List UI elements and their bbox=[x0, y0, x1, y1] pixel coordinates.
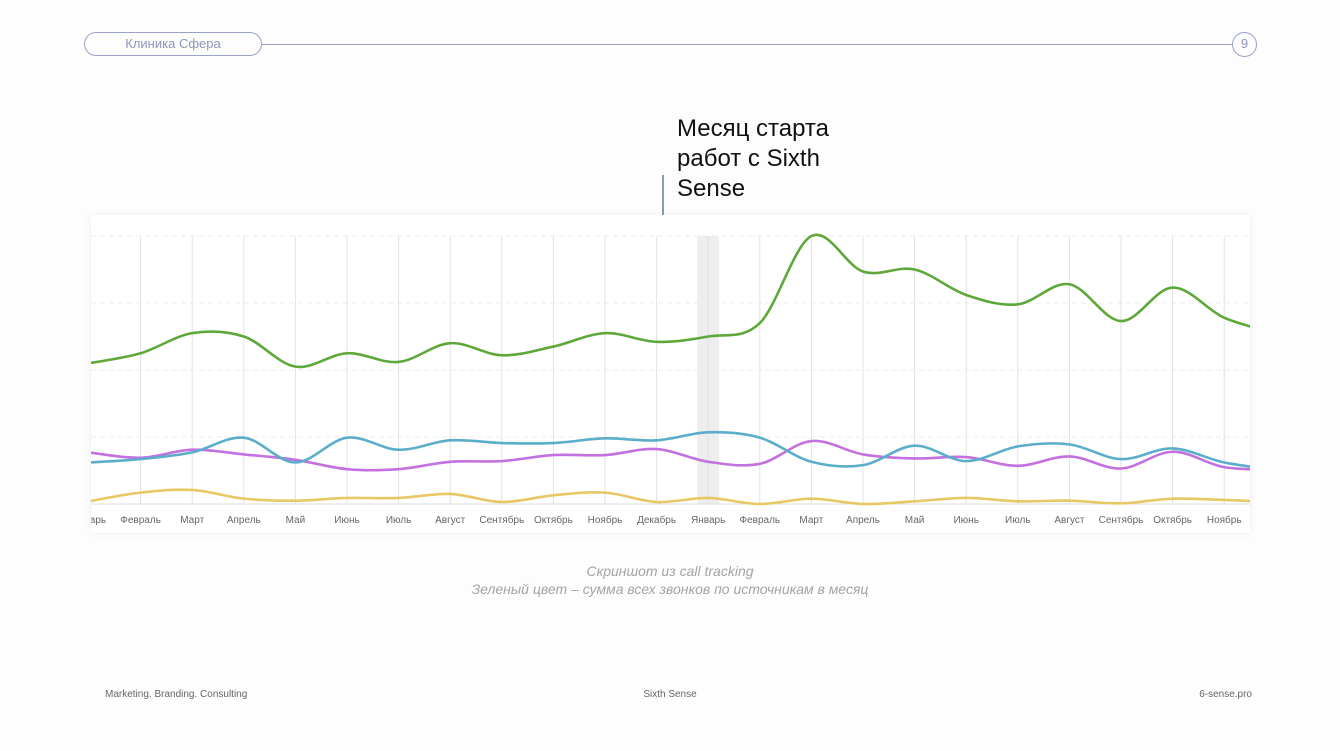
x-tick-label: Июнь bbox=[953, 515, 978, 526]
header-divider bbox=[262, 44, 1232, 45]
client-name: Клиника Сфера bbox=[125, 36, 221, 51]
x-tick-label: Июль bbox=[1005, 515, 1031, 526]
client-name-pill: Клиника Сфера bbox=[84, 32, 262, 56]
footer-tagline: Marketing. Branding. Consulting bbox=[105, 689, 248, 700]
x-tick-label: Январь bbox=[691, 515, 725, 526]
x-tick-label: Январь bbox=[91, 515, 106, 526]
series-line-2 bbox=[91, 430, 1250, 468]
series-line-4 bbox=[91, 488, 1250, 506]
x-tick-label: Март bbox=[799, 515, 823, 526]
x-tick-label: Май bbox=[905, 515, 925, 526]
x-tick-label: Март bbox=[180, 515, 204, 526]
series-line-3 bbox=[91, 439, 1250, 472]
x-tick-label: Апрель bbox=[227, 515, 261, 526]
annotation-text: Месяц старта работ с Sixth Sense bbox=[677, 115, 829, 202]
footer-brand: Sixth Sense bbox=[643, 689, 697, 700]
x-tick-label: Декабрь bbox=[637, 514, 676, 526]
x-tick-label: Август bbox=[1054, 515, 1085, 526]
series-line-1 bbox=[91, 233, 1250, 369]
page-number: 9 bbox=[1240, 36, 1249, 51]
x-tick-label: Август bbox=[435, 515, 466, 526]
x-tick-label: Октябрь bbox=[534, 514, 573, 526]
x-tick-label: Июль bbox=[386, 515, 412, 526]
footer-website: 6-sense.pro bbox=[1199, 689, 1252, 700]
line-chart: Январь Февраль Март Апрель Май Июнь Июль Август… bbox=[91, 233, 1250, 526]
x-tick-label: Июнь bbox=[334, 515, 359, 526]
x-tick-label: Май bbox=[286, 515, 306, 526]
x-tick-label: Февраль bbox=[120, 515, 161, 526]
caption-line-2: Зеленый цвет – сумма всех звонков по ист… bbox=[471, 581, 869, 597]
caption-line-1: Скриншот из call tracking bbox=[586, 563, 754, 579]
x-tick-label: Сентябрь bbox=[479, 514, 524, 526]
page-number-badge: 9 bbox=[1232, 32, 1257, 57]
x-tick-label: Октябрь bbox=[1153, 514, 1192, 526]
x-tick-label: Февраль bbox=[739, 515, 780, 526]
x-tick-label: Ноябрь bbox=[588, 514, 623, 526]
x-tick-label: Ноябрь bbox=[1207, 514, 1242, 526]
chart-card: Январь Февраль Март Апрель Май Июнь Июль Август… bbox=[91, 215, 1250, 533]
x-tick-label: Сентябрь bbox=[1099, 514, 1144, 526]
x-tick-label: Апрель bbox=[846, 515, 880, 526]
